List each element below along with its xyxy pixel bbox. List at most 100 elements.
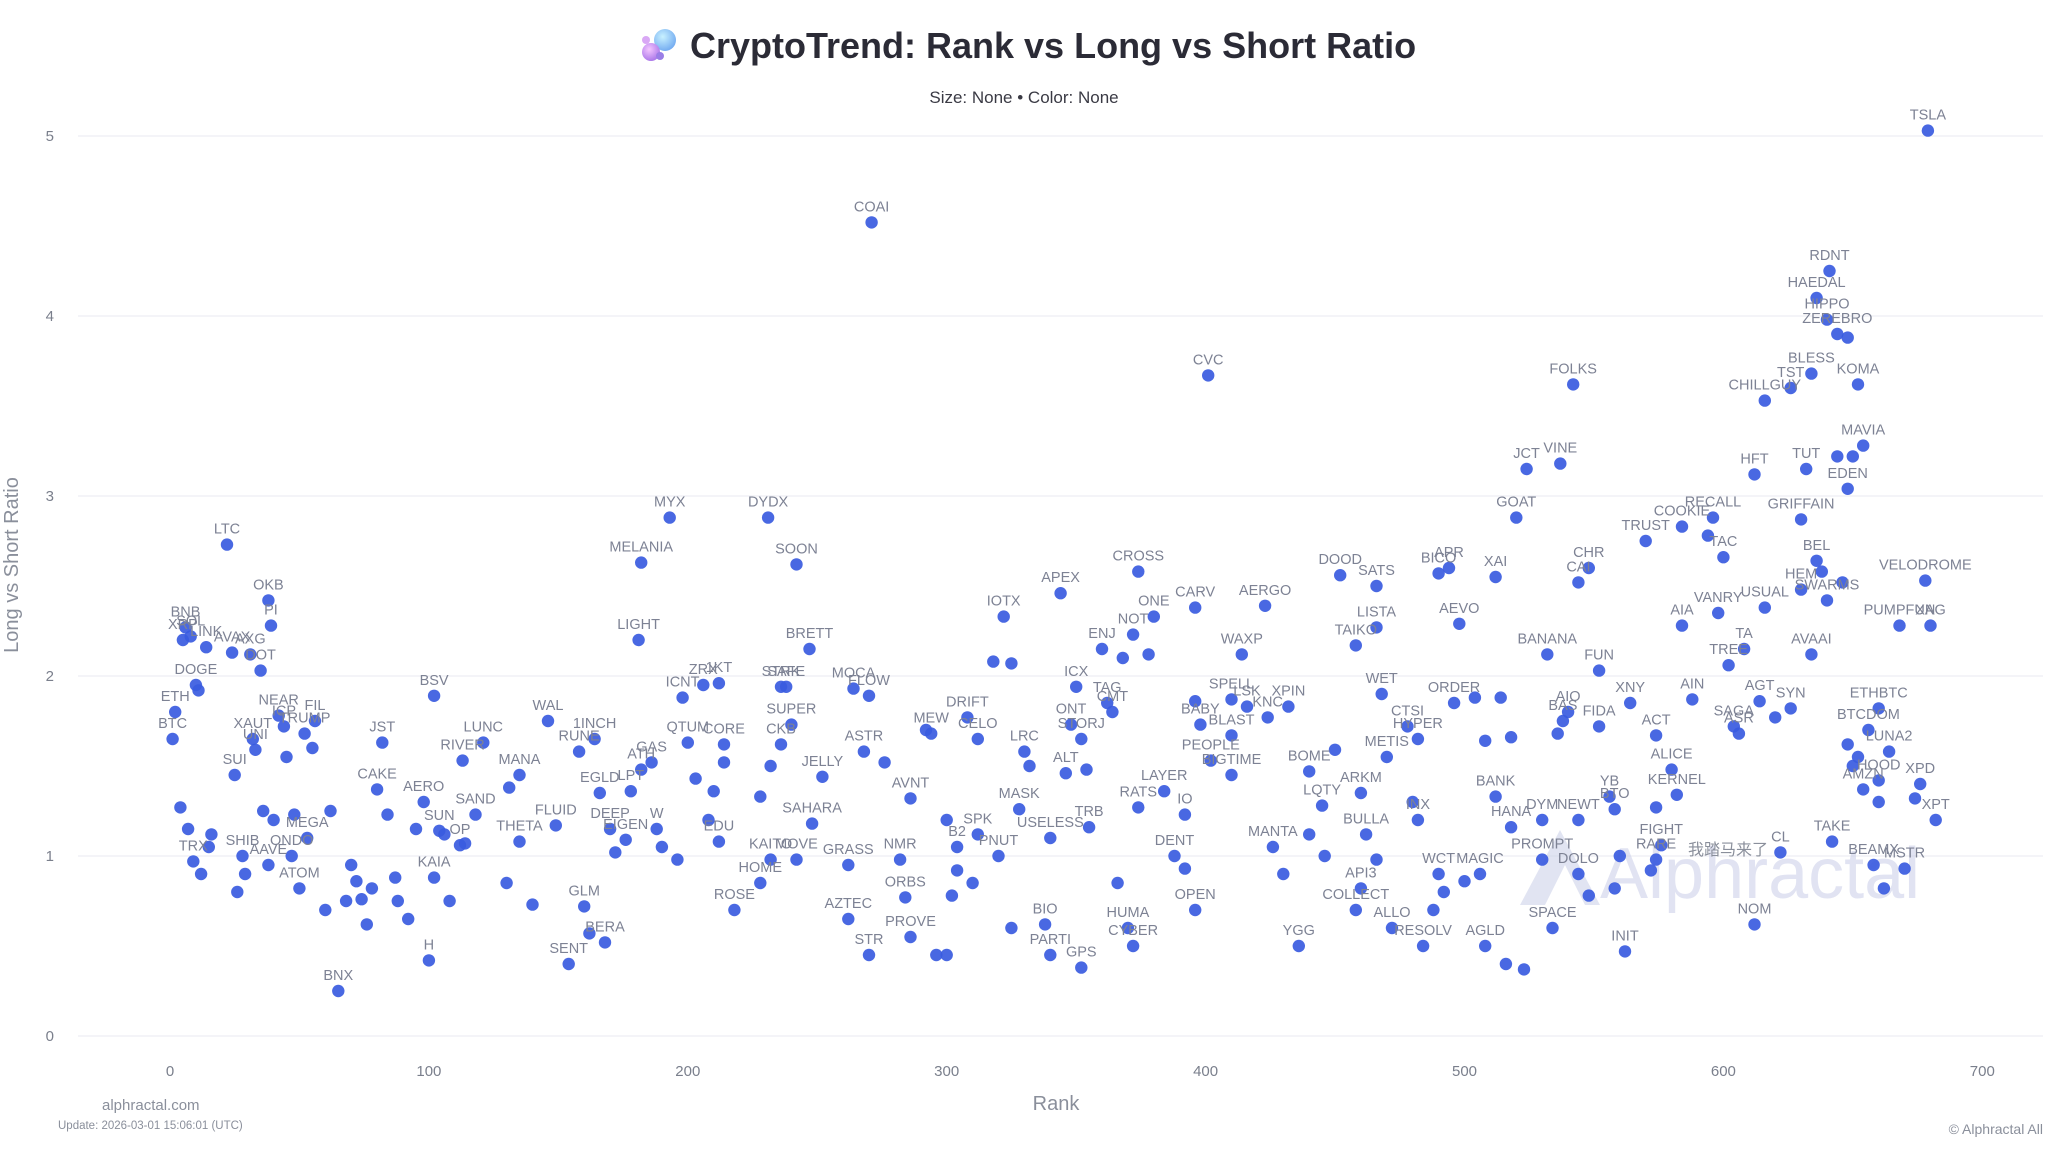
data-point[interactable]	[1831, 450, 1844, 463]
data-point[interactable]	[1013, 803, 1026, 816]
data-point[interactable]	[1794, 583, 1808, 596]
data-point[interactable]	[945, 889, 959, 902]
data-point[interactable]	[1401, 720, 1414, 733]
data-point[interactable]	[376, 736, 389, 749]
data-point[interactable]	[1194, 718, 1207, 731]
data-point[interactable]	[1075, 961, 1088, 974]
data-point[interactable]	[381, 808, 394, 821]
data-point[interactable]	[246, 732, 259, 746]
data-point[interactable]	[1106, 705, 1119, 719]
data-point[interactable]	[1447, 696, 1461, 710]
data-point[interactable]	[702, 813, 715, 827]
data-point[interactable]	[1867, 858, 1880, 872]
data-point[interactable]	[1385, 921, 1399, 935]
data-point[interactable]	[456, 754, 469, 767]
data-point[interactable]	[1453, 617, 1466, 630]
data-point[interactable]	[1005, 921, 1018, 935]
data-point[interactable]	[1489, 570, 1502, 584]
data-point[interactable]	[1831, 327, 1844, 341]
data-point[interactable]	[1784, 381, 1797, 395]
data-point[interactable]	[899, 891, 912, 904]
data-point[interactable]	[1204, 754, 1218, 767]
data-point[interactable]	[1670, 788, 1684, 801]
data-point[interactable]	[332, 984, 345, 998]
data-point[interactable]	[1872, 774, 1885, 787]
data-point[interactable]	[1592, 664, 1606, 677]
data-point[interactable]	[1706, 511, 1720, 524]
data-point[interactable]	[1258, 599, 1272, 612]
data-point[interactable]	[1261, 711, 1274, 724]
data-point[interactable]	[1380, 750, 1394, 764]
data-point[interactable]	[1359, 828, 1373, 841]
data-point[interactable]	[1473, 867, 1487, 881]
data-point[interactable]	[1044, 831, 1057, 845]
data-point[interactable]	[220, 538, 234, 551]
data-point[interactable]	[1442, 561, 1456, 575]
data-point[interactable]	[1510, 511, 1523, 524]
data-point[interactable]	[1582, 889, 1596, 902]
data-point[interactable]	[280, 750, 293, 764]
data-point[interactable]	[1541, 648, 1554, 661]
data-point[interactable]	[1758, 601, 1772, 614]
data-point[interactable]	[181, 822, 195, 836]
data-point[interactable]	[1753, 695, 1766, 708]
data-point[interactable]	[166, 732, 179, 746]
data-point[interactable]	[1815, 565, 1829, 578]
data-point[interactable]	[1479, 734, 1492, 747]
data-point[interactable]	[1561, 705, 1575, 719]
data-point[interactable]	[562, 957, 575, 971]
data-point[interactable]	[1189, 903, 1202, 917]
data-point[interactable]	[1546, 921, 1559, 935]
data-point[interactable]	[624, 785, 637, 798]
data-point[interactable]	[1914, 777, 1927, 791]
data-point[interactable]	[754, 790, 767, 803]
data-point[interactable]	[319, 903, 332, 917]
data-point[interactable]	[1908, 792, 1922, 805]
data-point[interactable]	[593, 786, 606, 800]
data-point[interactable]	[1649, 729, 1663, 742]
data-point[interactable]	[1649, 853, 1663, 866]
data-point[interactable]	[650, 822, 663, 836]
data-point[interactable]	[940, 813, 953, 827]
data-point[interactable]	[1437, 885, 1451, 899]
data-point[interactable]	[1126, 939, 1140, 953]
data-point[interactable]	[676, 691, 689, 704]
data-point[interactable]	[194, 867, 208, 881]
data-point[interactable]	[1517, 963, 1531, 976]
data-point[interactable]	[422, 954, 436, 967]
data-point[interactable]	[1872, 702, 1885, 715]
data-point[interactable]	[257, 804, 270, 818]
data-point[interactable]	[1023, 759, 1036, 773]
data-point[interactable]	[645, 756, 658, 769]
data-point[interactable]	[231, 885, 244, 899]
data-point[interactable]	[1748, 468, 1761, 481]
data-point[interactable]	[1556, 714, 1570, 728]
data-point[interactable]	[803, 642, 816, 656]
data-point[interactable]	[1810, 554, 1823, 567]
data-point[interactable]	[1841, 738, 1854, 751]
data-point[interactable]	[1240, 700, 1254, 713]
data-point[interactable]	[950, 864, 964, 877]
data-point[interactable]	[1354, 786, 1368, 800]
data-point[interactable]	[865, 216, 878, 229]
data-point[interactable]	[997, 610, 1010, 623]
data-point[interactable]	[301, 831, 314, 845]
data-point[interactable]	[663, 511, 676, 524]
data-point[interactable]	[1820, 594, 1834, 607]
data-point[interactable]	[1315, 799, 1329, 812]
data-point[interactable]	[1126, 628, 1140, 641]
data-point[interactable]	[1893, 619, 1906, 632]
data-point[interactable]	[1554, 457, 1567, 470]
data-point[interactable]	[603, 822, 617, 836]
data-point[interactable]	[1572, 813, 1585, 827]
data-point[interactable]	[609, 846, 622, 859]
data-point[interactable]	[427, 871, 441, 884]
data-point[interactable]	[1054, 587, 1067, 600]
data-point[interactable]	[1784, 702, 1797, 715]
data-point[interactable]	[619, 833, 632, 846]
data-point[interactable]	[971, 828, 984, 841]
data-point[interactable]	[1432, 567, 1445, 580]
data-point[interactable]	[503, 781, 516, 794]
data-point[interactable]	[966, 876, 979, 890]
data-point[interactable]	[1111, 876, 1124, 890]
